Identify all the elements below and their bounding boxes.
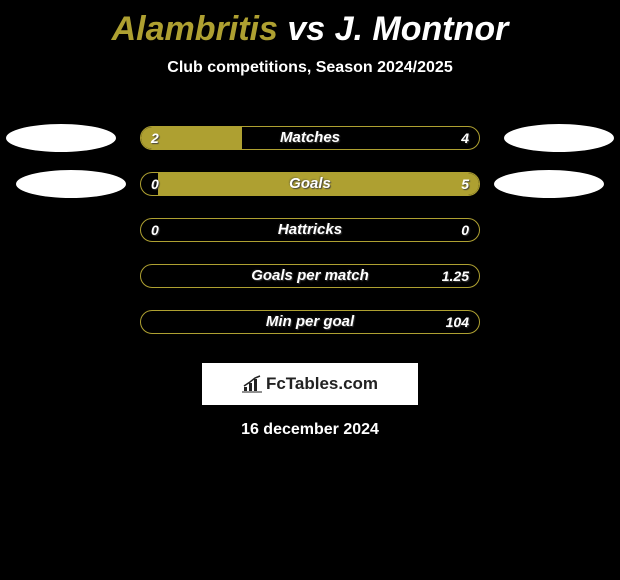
stat-value-left: 2 [151,127,159,149]
stat-value-right: 1.25 [442,265,469,287]
stat-label: Goals [141,173,479,195]
stat-row: Matches2 4 [0,115,620,161]
stat-row: Goals0 5 [0,161,620,207]
stat-value-right: 104 [446,311,469,333]
title-player2: J. Montnor [335,10,509,48]
avatar-ellipse-left [16,170,126,198]
stat-bar: Min per goal104 [140,310,480,334]
title-vs: vs [287,10,325,48]
stat-bar: Hattricks0 0 [140,218,480,242]
stat-row: Goals per match1.25 [0,253,620,299]
date: 16 december 2024 [0,421,620,439]
stat-value-left: 0 [151,173,159,195]
stat-value-right: 0 [461,219,469,241]
title-player1: Alambritis [112,10,278,48]
stat-label: Min per goal [141,311,479,333]
avatar-ellipse-right [504,124,614,152]
stat-label: Hattricks [141,219,479,241]
stat-bar: Matches2 4 [140,126,480,150]
subtitle: Club competitions, Season 2024/2025 [0,59,620,77]
stat-bar: Goals per match1.25 [140,264,480,288]
page-title: Alambritis vs J. Montnor [0,0,620,49]
stat-label: Goals per match [141,265,479,287]
avatar-ellipse-right [494,170,604,198]
stats-container: Matches24Goals05Hattricks00Goals per mat… [0,115,620,345]
chart-icon [242,375,262,393]
stat-label: Matches [141,127,479,149]
logo: FcTables.com [202,363,418,405]
stat-bar: Goals0 5 [140,172,480,196]
stat-row: Hattricks0 0 [0,207,620,253]
stat-value-right: 4 [461,127,469,149]
logo-text: FcTables.com [266,374,378,394]
stat-row: Min per goal104 [0,299,620,345]
stat-value-right: 5 [461,173,469,195]
stat-value-left: 0 [151,219,159,241]
avatar-ellipse-left [6,124,116,152]
